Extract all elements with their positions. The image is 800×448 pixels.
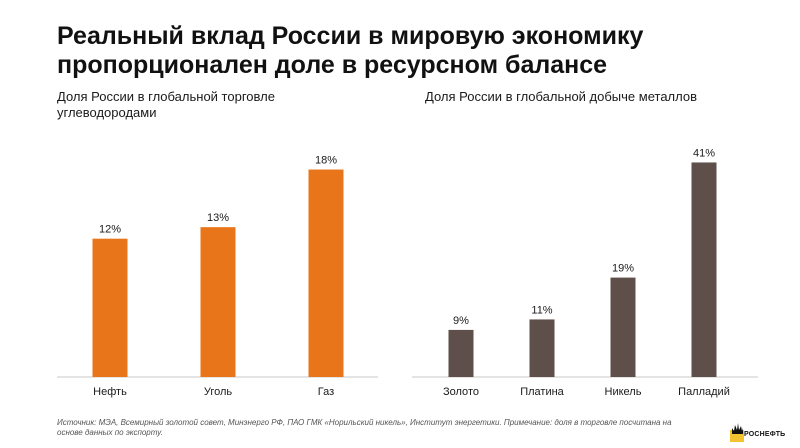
metals-category-label-2: Платина: [520, 386, 564, 398]
chart-title-metals: Доля России в глобальной добыче металлов: [425, 89, 697, 104]
hydrocarbons-bar-2: [200, 227, 236, 377]
logo-text: РОСНЕФТЬ: [744, 431, 786, 438]
rosneft-logo: РОСНЕФТЬ: [730, 422, 792, 444]
metals-bar-1: [448, 329, 474, 377]
metals-value-label-4: 41%: [693, 147, 715, 159]
hydrocarbons-category-label-2: Уголь: [204, 386, 233, 398]
hydrocarbons-category-label-1: Нефть: [93, 386, 127, 398]
hydrocarbons-bar-3: [308, 169, 344, 377]
metals-value-label-3: 19%: [612, 263, 634, 275]
hydrocarbons-value-label-3: 18%: [315, 155, 337, 167]
metals-bar-2: [529, 319, 555, 377]
metals-value-label-1: 9%: [453, 315, 469, 327]
metals-category-label-1: Золото: [443, 386, 479, 398]
metals-bar-4: [691, 162, 717, 377]
hydrocarbons-bar-1: [92, 238, 128, 377]
hydrocarbons-value-label-2: 13%: [207, 212, 229, 224]
hydrocarbons-category-label-3: Газ: [318, 386, 334, 398]
metals-bar-3: [610, 277, 636, 377]
metals-category-label-3: Никель: [605, 386, 642, 398]
chart-title-hydrocarbons: Доля России в глобальной торговле углево…: [57, 89, 275, 120]
source-note: Источник: МЭА, Всемирный золотой совет, …: [57, 418, 672, 437]
slide-title: Реальный вклад России в мировую экономик…: [57, 22, 644, 79]
hydrocarbons-value-label-1: 12%: [99, 224, 121, 236]
metals-value-label-2: 11%: [531, 304, 552, 316]
logo-flame-icon: [730, 423, 744, 442]
metals-category-label-4: Палладий: [678, 386, 730, 398]
